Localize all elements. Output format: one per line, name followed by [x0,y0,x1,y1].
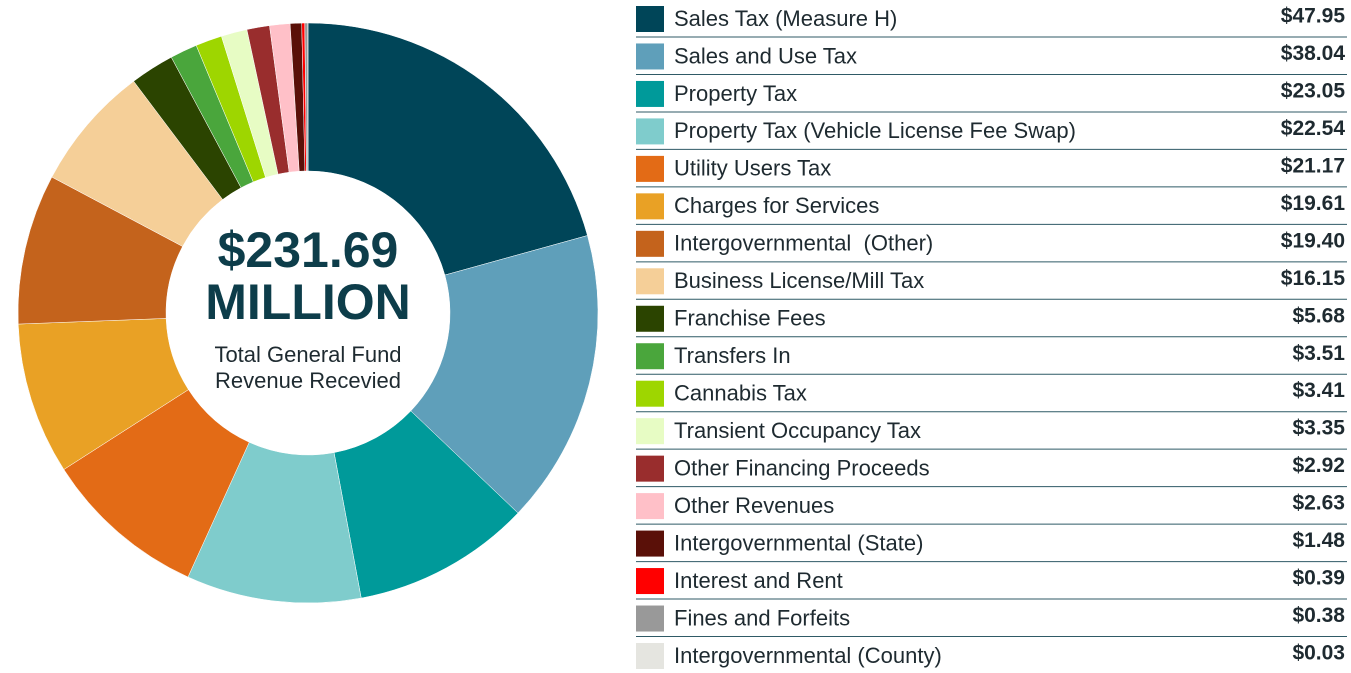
total-unit: MILLION [205,274,411,330]
value-label: $3.35 [1292,417,1345,440]
center-text: Revenue Recevied [215,368,401,393]
legend-label: Transient Occupancy Tax [674,418,921,443]
legend-label: Sales and Use Tax [674,43,857,68]
legend-label: Intergovernmental (Other) [674,231,933,256]
legend-swatch [636,455,664,482]
legend-swatch [636,343,664,370]
legend-swatch [636,605,664,632]
legend-swatch [636,43,664,70]
legend-label: Property Tax [674,81,797,106]
legend-swatch [636,193,664,220]
value-label: $16.15 [1281,267,1346,290]
legend-swatch [636,80,664,107]
slice [307,22,588,276]
legend-label: Fines and Forfeits [674,605,850,630]
legend-swatch [636,493,664,520]
slice [410,235,599,514]
legend-label: Other Financing Proceeds [674,455,930,480]
value-label: $1.48 [1292,529,1345,552]
value-label: $23.05 [1281,79,1346,102]
legend-swatch [636,530,664,557]
value-label: $2.63 [1292,492,1345,515]
legend-swatch [636,568,664,595]
legend-swatch [636,155,664,182]
legend-label: Business License/Mill Tax [674,268,924,293]
legend-label: Utility Users Tax [674,156,831,181]
legend-swatch [636,118,664,145]
legend-label: Property Tax (Vehicle License Fee Swap) [674,118,1076,143]
total-label: $231.69 [218,222,399,278]
legend-label: Intergovernmental (County) [674,643,942,668]
legend-label: Sales Tax (Measure H) [674,6,897,31]
legend-label: Transfers In [674,343,791,368]
value-label: $0.39 [1292,567,1345,590]
value-label: $19.61 [1281,192,1346,215]
value-label: $5.68 [1292,304,1345,327]
legend-label: Other Revenues [674,493,834,518]
legend-swatch [636,305,664,332]
legend-label: Franchise Fees [674,306,826,331]
value-label: $0.38 [1292,604,1345,627]
value-label: $38.04 [1281,42,1346,65]
legend-swatch [636,642,664,669]
legend-swatch [636,268,664,295]
legend-label: Interest and Rent [674,568,843,593]
value-label: $21.17 [1281,154,1345,177]
legend-label: Cannabis Tax [674,381,807,406]
legend-swatch [636,6,664,32]
value-label: $19.40 [1281,229,1345,252]
value-label: $3.51 [1292,342,1345,365]
center-text: Total General Fund [214,342,401,367]
value-label: $3.41 [1292,379,1345,402]
legend-swatch [636,418,664,445]
value-label: $22.54 [1281,117,1346,140]
value-label: $2.92 [1292,454,1345,477]
legend-swatch [636,230,664,257]
value-label: $0.03 [1292,642,1345,665]
value-label: $47.95 [1281,5,1346,28]
legend-label: Charges for Services [674,193,879,218]
legend-swatch [636,380,664,407]
legend-label: Intergovernmental (State) [674,530,923,555]
